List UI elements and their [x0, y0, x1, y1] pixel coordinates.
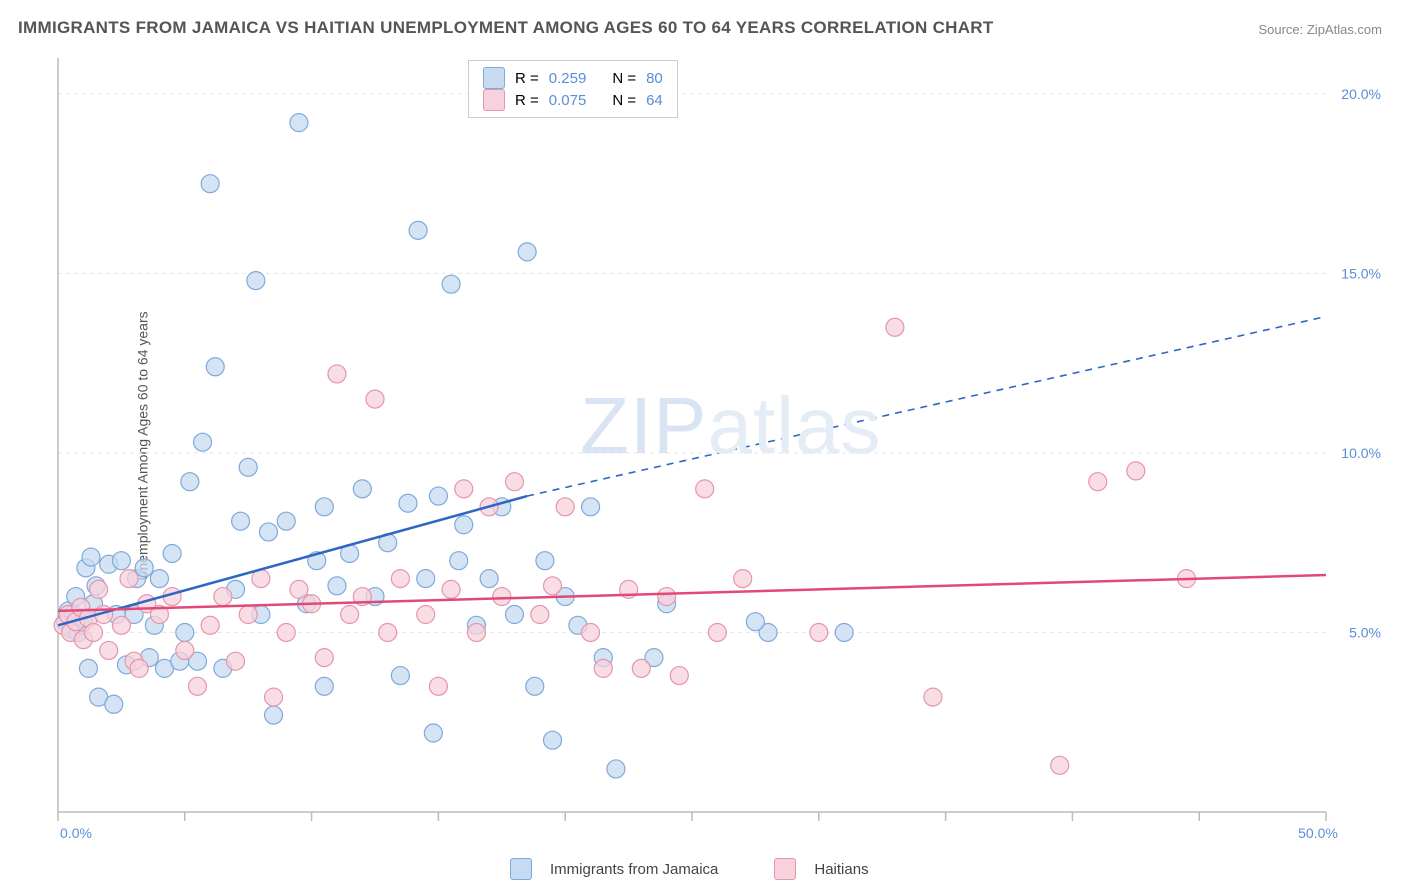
svg-text:10.0%: 10.0%	[1341, 445, 1381, 461]
svg-text:50.0%: 50.0%	[1298, 825, 1338, 841]
bottom-legend: Immigrants from Jamaica Haitians	[510, 858, 869, 880]
stats-row-series-1: R = 0.259 N = 80	[483, 67, 663, 89]
source-link[interactable]: ZipAtlas.com	[1307, 22, 1382, 37]
legend-swatch-jamaica	[510, 858, 532, 880]
chart-area: 5.0% 10.0% 15.0% 20.0% 0.0% 50.0%	[50, 50, 1391, 847]
legend-swatch-haitians	[774, 858, 796, 880]
stats-n-value-2: 64	[646, 92, 663, 109]
stats-row-series-2: R = 0.075 N = 64	[483, 89, 663, 111]
stats-n-label: N =	[612, 92, 636, 109]
chart-title: IMMIGRANTS FROM JAMAICA VS HAITIAN UNEMP…	[18, 18, 994, 38]
stats-legend-box: R = 0.259 N = 80 R = 0.075 N = 64	[468, 60, 678, 118]
stats-r-label: R =	[515, 70, 539, 87]
svg-text:0.0%: 0.0%	[60, 825, 92, 841]
stats-n-value-1: 80	[646, 70, 663, 87]
svg-text:20.0%: 20.0%	[1341, 86, 1381, 102]
scatter-chart: 5.0% 10.0% 15.0% 20.0% 0.0% 50.0%	[50, 50, 1391, 847]
stats-r-value-2: 0.075	[549, 92, 587, 109]
source-prefix: Source:	[1258, 22, 1306, 37]
svg-text:15.0%: 15.0%	[1341, 265, 1381, 281]
legend-label-jamaica: Immigrants from Jamaica	[550, 861, 718, 878]
legend-swatch-series-1	[483, 67, 505, 89]
svg-text:5.0%: 5.0%	[1349, 624, 1381, 640]
legend-swatch-series-2	[483, 89, 505, 111]
stats-r-value-1: 0.259	[549, 70, 587, 87]
source-attribution: Source: ZipAtlas.com	[1258, 22, 1382, 37]
legend-label-haitians: Haitians	[814, 861, 868, 878]
stats-n-label: N =	[612, 70, 636, 87]
stats-r-label: R =	[515, 92, 539, 109]
